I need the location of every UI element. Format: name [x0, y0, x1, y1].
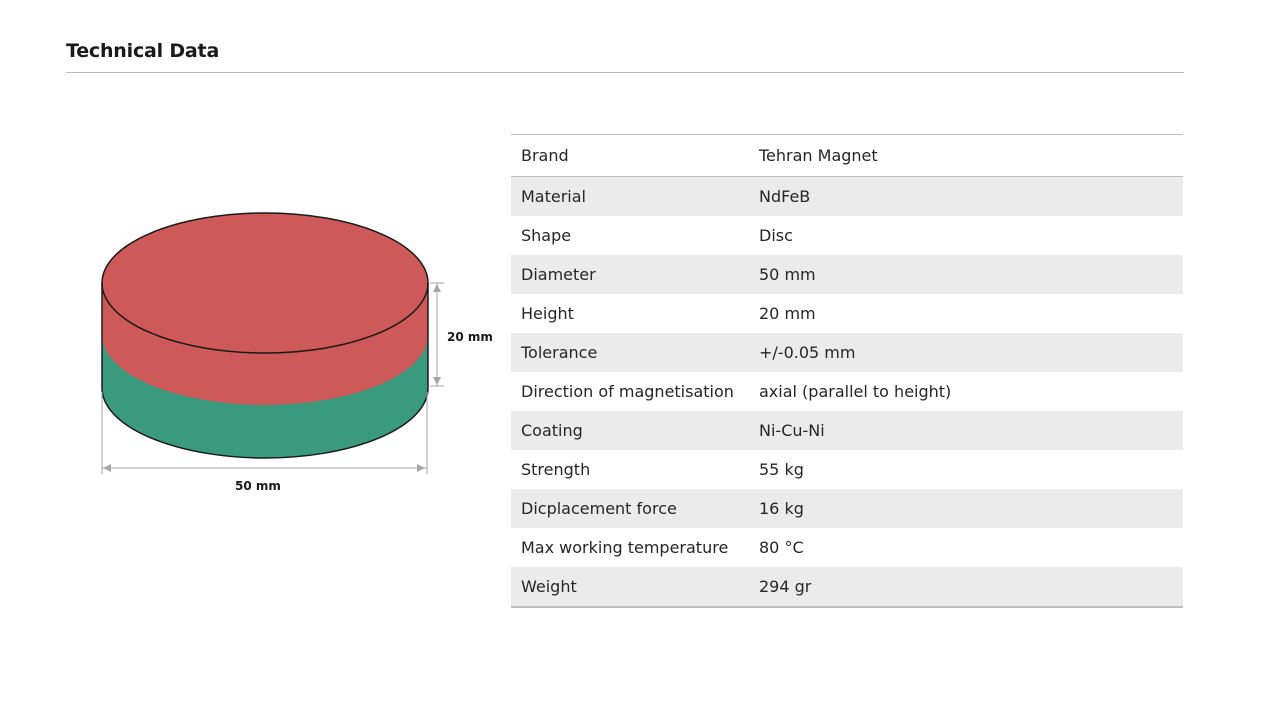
spec-label: Height — [521, 304, 574, 323]
spec-value: Tehran Magnet — [759, 146, 878, 165]
spec-row-weight: Weight 294 gr — [511, 567, 1183, 606]
spec-row-diameter: Diameter 50 mm — [511, 255, 1183, 294]
diameter-arrow-left — [103, 464, 111, 472]
magnet-top-face — [101, 212, 429, 354]
diameter-arrow-right — [417, 464, 425, 472]
spec-row-shape: Shape Disc — [511, 216, 1183, 255]
disc-magnet-diagram: 20 mm 50 mm — [101, 212, 493, 493]
spec-value: +/-0.05 mm — [759, 343, 856, 362]
spec-row-max-temperature: Max working temperature 80 °C — [511, 528, 1183, 567]
spec-label: Direction of magnetisation — [521, 382, 734, 401]
spec-value: NdFeB — [759, 187, 811, 206]
spec-value: 16 kg — [759, 499, 804, 518]
spec-row-material: Material NdFeB — [511, 177, 1183, 216]
spec-row-strength: Strength 55 kg — [511, 450, 1183, 489]
specifications-table: Brand Tehran Magnet Material NdFeB Shape… — [511, 134, 1183, 608]
page-title: Technical Data — [66, 40, 220, 62]
height-arrow-down — [433, 377, 441, 385]
spec-label: Diameter — [521, 265, 596, 284]
height-dimension-label: 20 mm — [447, 330, 493, 344]
spec-value: axial (parallel to height) — [759, 382, 952, 401]
spec-row-tolerance: Tolerance +/-0.05 mm — [511, 333, 1183, 372]
spec-row-coating: Coating Ni-Cu-Ni — [511, 411, 1183, 450]
diameter-dimension-label: 50 mm — [235, 479, 281, 493]
spec-row-magnetisation: Direction of magnetisation axial (parall… — [511, 372, 1183, 411]
spec-value: 50 mm — [759, 265, 816, 284]
spec-value: 80 °C — [759, 538, 804, 557]
spec-label: Max working temperature — [521, 538, 729, 557]
height-arrow-up — [433, 284, 441, 292]
spec-value: 294 gr — [759, 577, 812, 596]
spec-label: Coating — [521, 421, 583, 440]
spec-label: Weight — [521, 577, 577, 596]
spec-label: Material — [521, 187, 586, 206]
spec-label: Strength — [521, 460, 591, 479]
spec-value: 20 mm — [759, 304, 816, 323]
spec-row-brand: Brand Tehran Magnet — [511, 135, 1183, 177]
spec-label: Tolerance — [521, 343, 598, 362]
magnet-bottom-edge — [101, 387, 429, 459]
spec-value: 55 kg — [759, 460, 804, 479]
spec-value: Ni-Cu-Ni — [759, 421, 825, 440]
spec-row-height: Height 20 mm — [511, 294, 1183, 333]
spec-label: Dicplacement force — [521, 499, 677, 518]
spec-value: Disc — [759, 226, 793, 245]
spec-label: Brand — [521, 146, 569, 165]
spec-label: Shape — [521, 226, 572, 245]
spec-row-displacement-force: Dicplacement force 16 kg — [511, 489, 1183, 528]
title-divider — [66, 72, 1184, 73]
